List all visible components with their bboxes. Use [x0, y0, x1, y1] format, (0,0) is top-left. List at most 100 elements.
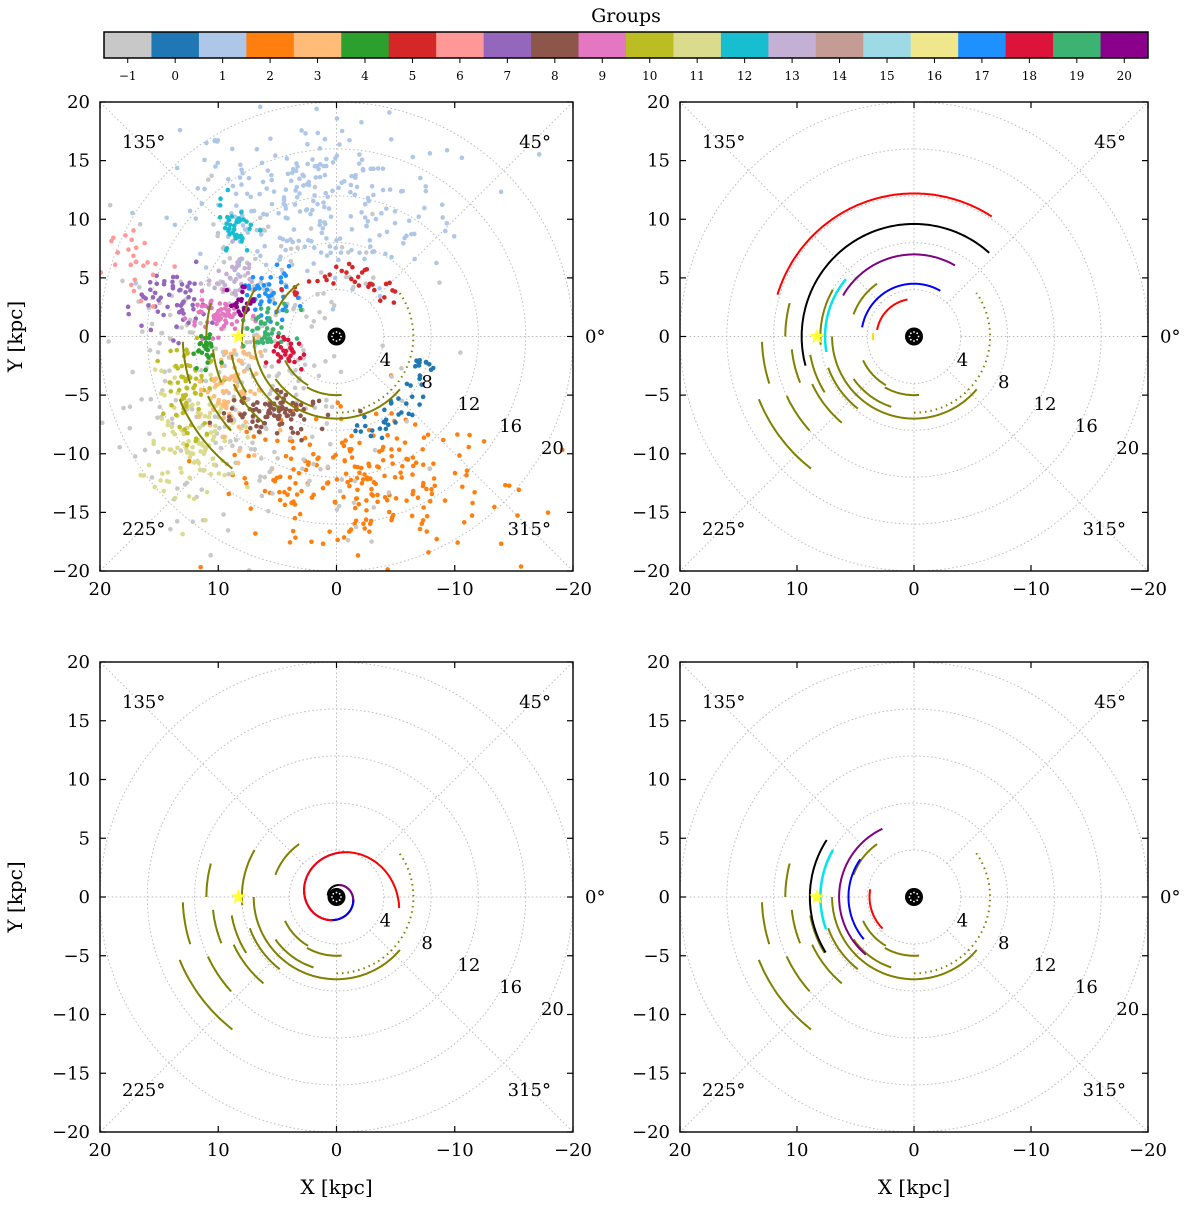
point-group-2	[457, 453, 462, 458]
colorbar-tick-label: 9	[598, 69, 606, 83]
point-group-11	[212, 428, 218, 434]
point-group-10	[202, 420, 208, 426]
point-group-3	[221, 434, 227, 440]
point-group-2	[335, 400, 341, 406]
x-tick-label: 20	[669, 579, 692, 600]
angle-label-315: 315°	[1083, 519, 1126, 540]
point-group-0	[383, 417, 389, 423]
point-group-8	[282, 410, 288, 415]
point-group-12	[229, 214, 235, 219]
point-group-0	[419, 382, 425, 387]
point-group--1	[301, 457, 306, 462]
point-group-1	[312, 193, 317, 198]
point-group-1	[354, 184, 360, 190]
point-group-3	[205, 389, 211, 395]
point-group--1	[250, 440, 255, 446]
x-tick-label: −20	[554, 1140, 592, 1161]
olive-arm-segment	[884, 947, 920, 957]
point-group-2	[392, 474, 398, 480]
galactic-center-marker	[905, 327, 923, 346]
point-group-7	[193, 259, 199, 265]
point-group-1	[328, 250, 333, 256]
point-group-2	[355, 464, 361, 470]
point-group-1	[369, 183, 375, 189]
point-group--1	[275, 456, 280, 461]
point-group--1	[182, 482, 188, 487]
point-group--1	[370, 211, 375, 217]
point-group-2	[307, 442, 313, 448]
y-tick-label: 0	[659, 887, 670, 908]
point-group-7	[148, 327, 154, 333]
point-group-1	[304, 207, 310, 212]
point-group-3	[237, 448, 242, 453]
model-arm-arc	[876, 298, 908, 331]
point-group-0	[377, 426, 383, 431]
olive-arm-segment	[207, 395, 232, 432]
point-group-17	[267, 298, 272, 303]
point-group--1	[311, 363, 317, 369]
point-group-1	[498, 189, 504, 195]
point-group-8	[251, 402, 256, 407]
colorbar-cell	[1005, 32, 1054, 58]
point-group-13	[246, 262, 252, 267]
olive-arm-segment	[809, 915, 826, 954]
point-group-2	[426, 550, 431, 555]
angle-label-0: 0°	[585, 327, 605, 348]
radius-label: 8	[421, 372, 432, 393]
point-group-3	[244, 352, 250, 357]
radius-label: 4	[380, 350, 391, 371]
grid-radial	[680, 369, 882, 571]
y-tick-label: −5	[63, 946, 90, 967]
point-group-2	[385, 432, 390, 438]
point-group-12	[222, 225, 228, 231]
point-group-13	[229, 264, 235, 270]
point-group--1	[371, 275, 376, 281]
olive-arm-segment	[306, 947, 342, 957]
olive-arm-segment	[232, 383, 265, 424]
galactic-center-dot	[338, 892, 341, 895]
radius-label: 20	[541, 999, 564, 1020]
point-group-7	[170, 274, 176, 280]
point-group-9	[217, 301, 223, 306]
x-tick-label: −20	[554, 579, 592, 600]
point-group-11	[161, 446, 166, 451]
point-group-11	[162, 393, 167, 398]
point-group-9	[221, 323, 227, 329]
point-group-8	[295, 430, 301, 436]
point-group--1	[389, 374, 394, 379]
grid-radial	[369, 369, 573, 571]
point-group-20	[224, 287, 230, 293]
point-group-11	[172, 375, 177, 381]
olive-arm-segment	[205, 302, 212, 337]
point-group-13	[212, 285, 217, 291]
point-group--1	[167, 368, 172, 373]
point-group-1	[244, 191, 250, 197]
point-group-1	[439, 202, 445, 208]
point-group-1	[215, 138, 221, 143]
point-group-1	[322, 136, 328, 142]
grid-circle	[241, 802, 432, 992]
point-group-9	[196, 309, 202, 315]
point-group-2	[421, 480, 426, 486]
point-group-10	[183, 392, 189, 398]
point-group-2	[354, 496, 360, 501]
point-group-0	[410, 412, 415, 418]
point-group-6	[128, 282, 134, 288]
point-group-2	[297, 511, 303, 517]
point-group--1	[316, 373, 322, 379]
colorbar-cell	[578, 32, 627, 58]
point-group-1	[318, 250, 324, 255]
point-group-10	[155, 358, 160, 364]
point-group-2	[248, 506, 254, 511]
point-group-2	[367, 521, 373, 527]
point-group-13	[198, 281, 204, 286]
point-group-1	[259, 160, 265, 166]
point-group--1	[266, 373, 272, 379]
point-group--1	[199, 487, 205, 492]
grid-radial	[100, 102, 304, 304]
angle-label-225: 225°	[702, 519, 745, 540]
y-tick-label: 15	[67, 711, 90, 732]
point-group-8	[262, 401, 268, 407]
point-group-1	[383, 251, 388, 257]
point-group--1	[258, 474, 263, 479]
